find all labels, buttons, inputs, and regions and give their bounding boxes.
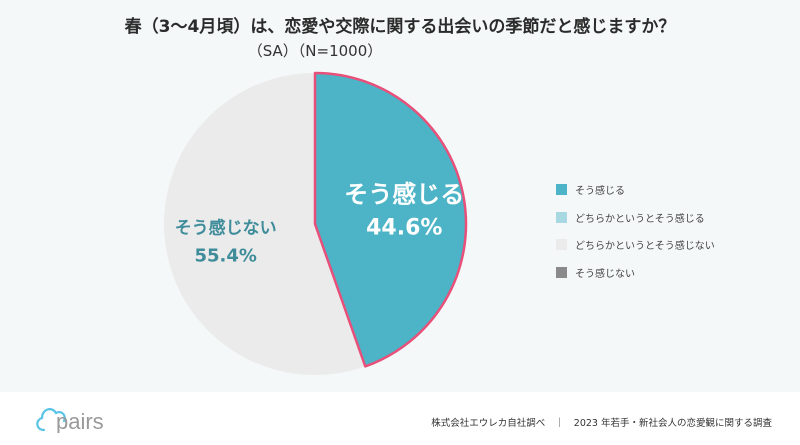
pairs-logo: pairs [34,403,134,437]
legend: そう感じる どちらかというとそう感じる どちらかというとそう感じない そう感じな… [556,176,715,286]
legend-item: どちらかというとそう感じる [556,204,715,232]
legend-swatch [556,184,567,196]
footer [0,392,800,445]
legend-label: どちらかというとそう感じない [575,241,715,253]
slice-label: そう感じない [175,217,277,238]
pie-slice [313,71,468,368]
legend-label: そう感じる [575,186,625,198]
slice-value: 44.6% [366,216,442,241]
legend-swatch [556,239,567,251]
source-credit: 株式会社エウレカ自社調べ ｜ 2023 年若手・新社会人の恋愛観に関する調査 [431,418,772,429]
chart-subtitle: （SA）（N=1000） [247,42,383,60]
legend-item: そう感じる [556,176,715,204]
legend-item: どちらかというとそう感じない [556,231,715,259]
chart-title: 春（3〜4月頃）は、恋愛や交際に関する出会いの季節だと感じますか？ [124,17,676,37]
slice-value: 55.4% [194,245,256,266]
legend-item: そう感じない [556,259,715,287]
pie-chart: そう感じない 55.4% そう感じる 44.6% [164,71,468,375]
legend-swatch [556,266,567,278]
legend-label: そう感じない [575,268,635,280]
slice-label: そう感じる [344,181,464,209]
svg-text:pairs: pairs [56,409,104,433]
legend-swatch [556,211,567,223]
legend-label: どちらかというとそう感じる [575,213,705,225]
